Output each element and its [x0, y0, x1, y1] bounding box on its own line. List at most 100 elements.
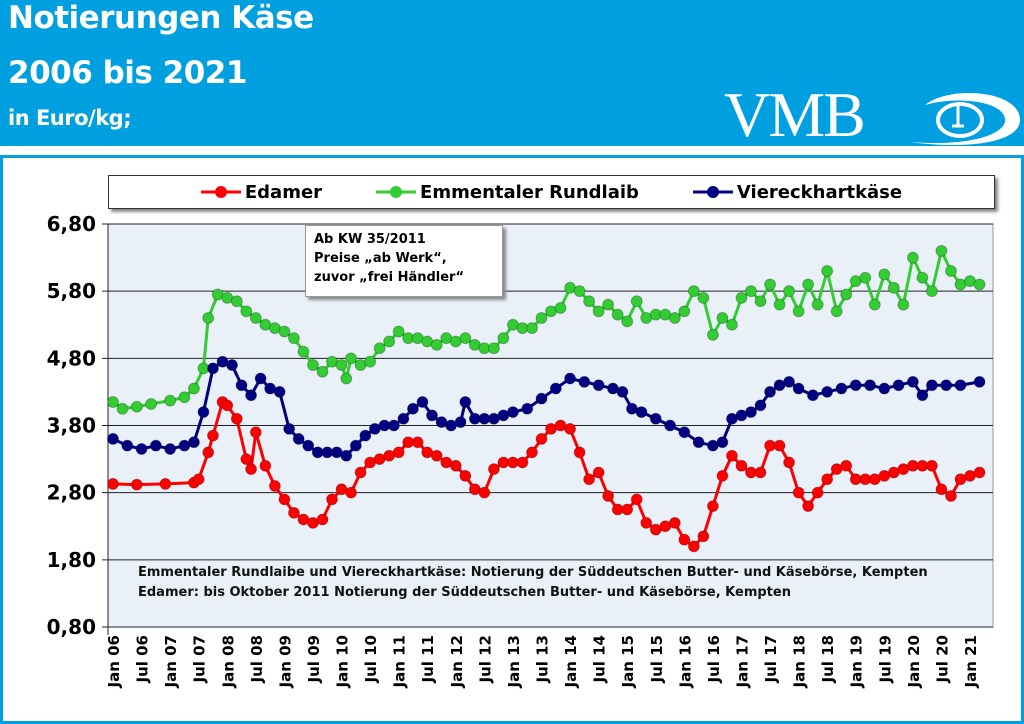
data-point: [192, 473, 205, 486]
data-point: [278, 493, 291, 506]
data-point: [592, 466, 605, 479]
x-tick-label: Jan 21: [962, 635, 980, 688]
data-point: [716, 469, 729, 482]
data-point: [878, 382, 891, 395]
data-point: [340, 372, 353, 385]
data-point: [240, 453, 253, 466]
data-point: [373, 342, 386, 355]
data-point: [397, 412, 410, 425]
data-point: [725, 318, 738, 331]
data-point: [735, 459, 748, 472]
data-point: [668, 312, 681, 325]
data-point: [973, 375, 986, 388]
y-tick-label: 5,80: [47, 279, 96, 303]
data-point: [744, 406, 757, 419]
data-point: [868, 298, 881, 311]
data-point: [430, 338, 443, 351]
data-point: [383, 335, 396, 348]
data-point: [573, 446, 586, 459]
data-point: [716, 436, 729, 449]
data-point: [335, 359, 348, 372]
header-banner: Notierungen Käse 2006 bis 2021 in Euro/k…: [0, 0, 1024, 150]
data-point: [297, 345, 310, 358]
annotation-line: Preise „ab Werk“,: [314, 251, 447, 266]
data-point: [678, 533, 691, 546]
data-point: [506, 406, 519, 419]
x-tick-label: Jul 10: [362, 635, 380, 684]
data-point: [821, 473, 834, 486]
data-point: [583, 473, 596, 486]
data-point: [773, 298, 786, 311]
data-point: [354, 466, 367, 479]
data-point: [744, 285, 757, 298]
x-tick-label: Jul 07: [191, 635, 209, 684]
data-point: [697, 530, 710, 543]
x-tick-label: Jan 19: [848, 635, 866, 688]
data-point: [616, 385, 629, 398]
data-point: [349, 439, 362, 452]
data-point: [678, 426, 691, 439]
x-tick-label: Jan 16: [676, 635, 694, 688]
data-point: [145, 398, 158, 411]
data-point: [973, 278, 986, 291]
data-point: [906, 375, 919, 388]
x-tick-label: Jul 15: [648, 635, 666, 684]
data-point: [306, 359, 319, 372]
data-point: [783, 375, 796, 388]
data-point: [925, 285, 938, 298]
x-tick-label: Jul 09: [305, 635, 323, 684]
x-tick-label: Jul 14: [591, 635, 609, 684]
data-point: [940, 379, 953, 392]
data-point: [478, 486, 491, 499]
data-point: [249, 426, 262, 439]
data-point: [687, 540, 700, 553]
data-point: [107, 395, 119, 408]
data-point: [878, 268, 891, 281]
x-tick-label: Jul 06: [134, 635, 152, 684]
vmb-logo: VMB: [724, 79, 866, 150]
data-point: [206, 362, 219, 375]
data-point: [164, 443, 177, 456]
data-point: [783, 285, 796, 298]
x-tick-label: Jan 10: [334, 635, 352, 688]
data-point: [316, 365, 329, 378]
data-point: [664, 419, 677, 432]
vmb-logo-icon: [910, 92, 1020, 146]
data-point: [792, 382, 805, 395]
x-tick-label: Jul 20: [933, 635, 951, 684]
data-point: [754, 399, 767, 412]
x-tick-label: Jan 17: [733, 635, 751, 688]
data-point: [416, 395, 429, 408]
x-tick-label: Jan 14: [562, 635, 580, 688]
legend-label: Emmentaler Rundlaib: [420, 181, 639, 203]
data-point: [697, 291, 710, 304]
data-point: [535, 312, 548, 325]
data-point: [821, 385, 834, 398]
data-point: [287, 506, 300, 519]
unit-label: in Euro/kg;: [8, 106, 132, 130]
data-point: [925, 459, 938, 472]
data-point: [792, 305, 805, 318]
data-point: [802, 278, 815, 291]
data-point: [164, 394, 177, 407]
data-point: [149, 439, 162, 452]
x-tick-label: Jul 19: [876, 635, 894, 684]
data-point: [411, 436, 424, 449]
data-point: [516, 456, 529, 469]
data-point: [725, 449, 738, 462]
data-point: [302, 439, 315, 452]
page-title: Notierungen Käse: [8, 0, 314, 36]
data-point: [564, 372, 577, 385]
data-point: [535, 392, 548, 405]
x-tick-label: Jan 11: [391, 635, 409, 688]
data-point: [706, 328, 719, 341]
data-point: [430, 449, 443, 462]
data-point: [230, 295, 243, 308]
x-tick-label: Jul 12: [476, 635, 494, 684]
data-point: [107, 432, 119, 445]
legend-marker-red: [200, 186, 241, 198]
data-point: [292, 432, 305, 445]
data-point: [916, 389, 929, 402]
annotation-box: Ab KW 35/2011 Preise „ab Werk“, zuvor „f…: [305, 225, 503, 297]
